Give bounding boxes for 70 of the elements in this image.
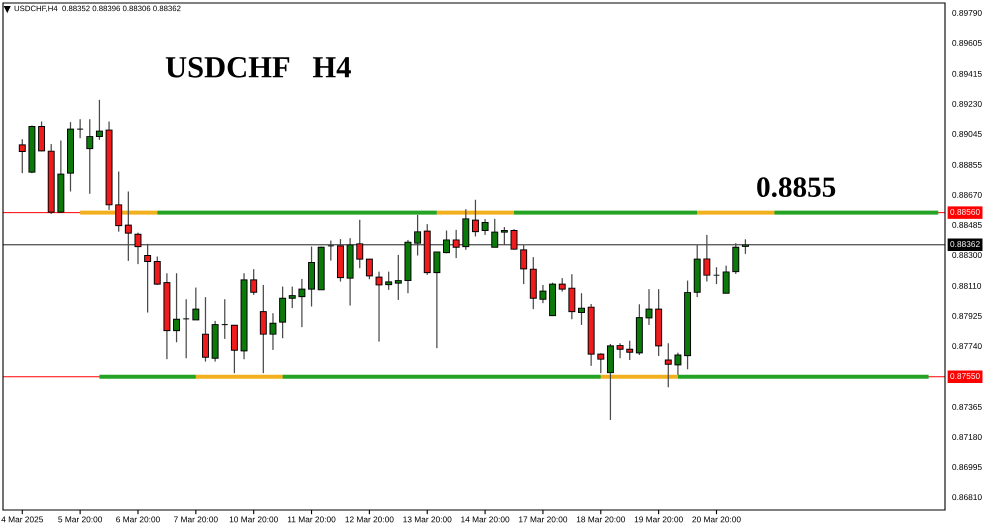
candlestick [713,266,720,285]
candlestick [115,170,122,232]
ref-line-label: 0.87550 [950,373,980,379]
candlestick [76,118,84,139]
candlestick [154,256,161,286]
candlestick [366,258,373,280]
candlestick [539,284,546,304]
y-tick-label: 0.89415 [952,70,982,77]
y-tick-label: 0.87180 [952,434,982,440]
candlestick [192,286,200,320]
annotation: 0.8855 [757,177,836,198]
candlestick [298,278,306,328]
y-tick-label: 0.86995 [952,464,982,470]
candlestick [472,199,479,238]
x-tick-label: 17 Mar 20:00 [519,516,568,522]
y-tick-label: 0.87365 [952,404,982,410]
text: USDCHF H4 [166,57,351,78]
candlestick [568,274,576,320]
candlestick [260,284,267,374]
candlestick [433,251,440,349]
candlestick [664,342,672,388]
y-tick-label: 0.88485 [952,222,982,228]
candlestick [173,272,180,343]
x-tick-label: 12 Mar 20:00 [345,516,394,522]
x-tick-label: 20 Mar 20:00 [692,516,741,522]
candlestick [86,118,94,194]
candlestick [616,342,624,359]
candlestick [674,352,682,376]
y-tick-label: 0.89045 [952,131,982,137]
y-tick-label: 0.89790 [952,10,982,16]
candlestick [578,292,585,326]
candlestick [202,296,209,362]
y-tick-label: 0.87925 [952,313,982,319]
y-tick-label: 0.88110 [952,282,982,289]
candlestick [394,254,402,301]
y-tick-label: 0.86810 [952,494,982,500]
y-tick-label: 0.87740 [952,343,982,349]
candlestick [96,99,103,140]
x-tick-label: 6 Mar 20:00 [116,516,160,522]
candlestick [626,340,634,361]
candlestick [597,352,604,374]
candlestick [722,264,730,294]
candlestick [482,218,489,236]
x-tick-label: 10 Mar 20:00 [230,516,278,522]
x-tick-label: 7 Mar 20:00 [174,516,218,522]
candlestick [221,298,228,340]
candlestick [269,312,276,351]
x-tick-label: 18 Mar 20:00 [576,516,626,522]
ref-line-label: 0.88362 [950,241,980,248]
x-tick-label: 4 Mar 2025 [1,516,44,522]
candlestick [279,286,286,339]
candlestick [558,277,566,292]
candlestick [18,138,26,174]
ref-line-label: 0.88560 [950,208,980,215]
candlestick [646,288,652,326]
candlestick [376,270,383,342]
x-tick-label: 14 Mar 20:00 [461,516,510,522]
x-tick-label: 11 Mar 20:00 [288,516,336,522]
y-tick-label: 0.89230 [952,100,982,107]
y-tick-label: 0.88855 [952,162,982,168]
x-tick-label: 19 Mar 20:00 [634,516,683,522]
x-tick-label: 5 Mar 20:00 [58,516,102,522]
candlestick [288,286,296,309]
y-tick-label: 0.89605 [952,40,982,46]
y-tick-label: 0.88300 [952,252,982,258]
candlestick [385,270,392,290]
candlestick [182,298,190,359]
x-tick-label: 13 Mar 20:00 [403,516,452,522]
candlestick [250,268,258,296]
y-tick-label: 0.88670 [952,192,982,198]
